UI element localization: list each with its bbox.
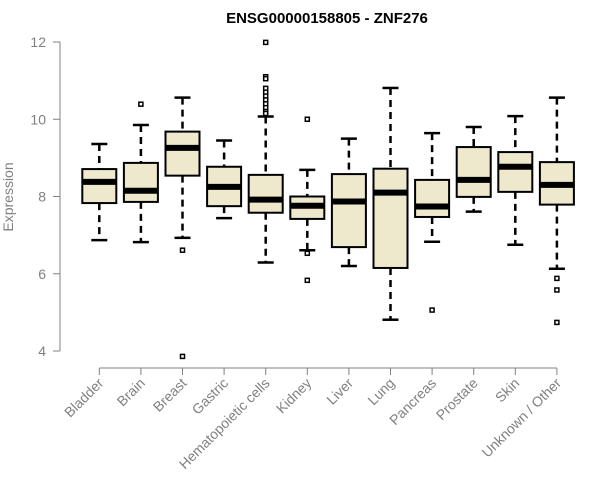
box-lung [372,86,409,321]
iqr-box [330,173,367,249]
y-tick-label: 8 [38,189,46,205]
box-brain [122,101,159,244]
iqr-box [372,167,409,269]
box-prostate [455,125,492,213]
iqr-box [247,173,284,214]
y-tick-label: 12 [30,34,46,50]
iqr-box [81,168,118,205]
box-pancreas [414,131,451,313]
outlier-point [554,287,560,293]
y-axis-label: Expression [0,162,16,231]
chart-title: ENSG00000158805 - ZNF276 [226,10,428,27]
x-tick-label: Prostate [433,375,481,423]
x-tick-label: Skin [492,375,523,406]
box-hematopoietic-cells [247,39,284,264]
iqr-box [164,130,201,177]
outlier-point [262,110,269,117]
x-tick-label: Bladder [61,375,107,421]
x-tick-label: Liver [323,375,356,408]
iqr-box [414,178,451,218]
box-bladder [81,142,118,242]
box-liver [330,137,367,268]
box-skin [497,114,534,247]
y-tick-label: 4 [38,343,46,359]
x-tick-label: Breast [150,375,190,415]
x-tick-label: Unknown / Other [478,375,564,461]
x-tick-label: Kidney [273,375,315,417]
y-tick-label: 10 [30,111,46,127]
outlier-point [554,319,560,326]
y-tick-label: 6 [38,266,46,282]
x-tick-label: Lung [364,375,397,408]
outlier-point [262,39,269,46]
outlier-point [304,116,311,122]
outlier-point [429,307,435,313]
outlier-point [179,247,186,253]
box-breast [164,96,201,360]
box-gastric [206,139,243,220]
outlier-point [262,75,269,82]
iqr-box [497,151,534,193]
outlier-point [138,101,144,107]
box-unknown-other [538,96,575,326]
iqr-box [455,146,492,198]
iqr-box [122,161,159,203]
outlier-point [304,277,311,284]
outlier-point [179,353,186,360]
outlier-point [554,275,560,282]
box-kidney [289,116,326,284]
x-tick-label: Brain [114,375,148,409]
outlier-point [304,250,311,257]
